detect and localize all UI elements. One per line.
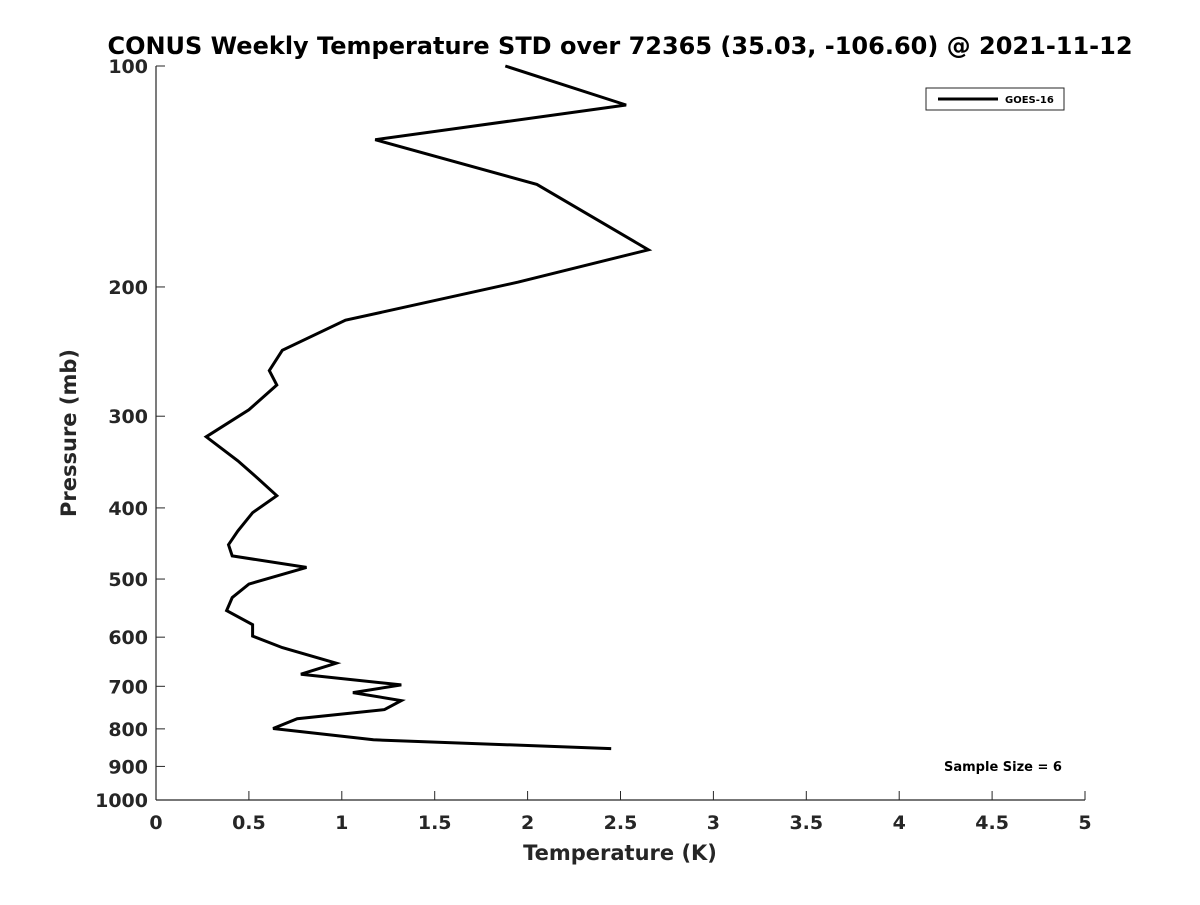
x-tick-label: 3.5: [789, 812, 823, 834]
series-line-goes-16: [203, 64, 653, 751]
y-tick-label: 300: [108, 406, 148, 428]
x-tick-label: 2.5: [604, 812, 638, 834]
x-axis-label: Temperature (K): [523, 841, 717, 865]
x-tick-label: 2: [521, 812, 534, 834]
legend: GOES-16: [925, 87, 1065, 111]
axes: 0 0.5 1 1.5 2 2.5 3 3.5 4 4.5 5 100 200 300 400 500 600 7…: [95, 56, 1092, 834]
x-tick-label: 1.5: [418, 812, 452, 834]
x-tick-label: 3: [707, 812, 720, 834]
y-tick-label: 900: [108, 756, 148, 778]
series-layer: [203, 64, 653, 751]
y-tick-label: 700: [108, 676, 148, 698]
legend-label-goes-16: GOES-16: [1005, 95, 1054, 106]
x-tick-label: 1: [335, 812, 348, 834]
chart-title: CONUS Weekly Temperature STD over 72365 …: [107, 32, 1132, 60]
x-tick-label: 4: [893, 812, 906, 834]
x-tick-label: 4.5: [975, 812, 1009, 834]
sample-size-annotation: Sample Size = 6: [944, 760, 1062, 775]
y-tick-label: 600: [108, 627, 148, 649]
x-tick-label: 0.5: [232, 812, 266, 834]
x-tick-label: 5: [1078, 812, 1091, 834]
y-tick-label: 500: [108, 569, 148, 591]
x-tick-label: 0: [149, 812, 162, 834]
y-tick-label: 800: [108, 719, 148, 741]
y-tick-label: 100: [108, 56, 148, 78]
y-tick-label: 400: [108, 498, 148, 520]
y-axis-label: Pressure (mb): [57, 349, 81, 517]
y-tick-label: 1000: [95, 790, 148, 812]
y-tick-label: 200: [108, 277, 148, 299]
